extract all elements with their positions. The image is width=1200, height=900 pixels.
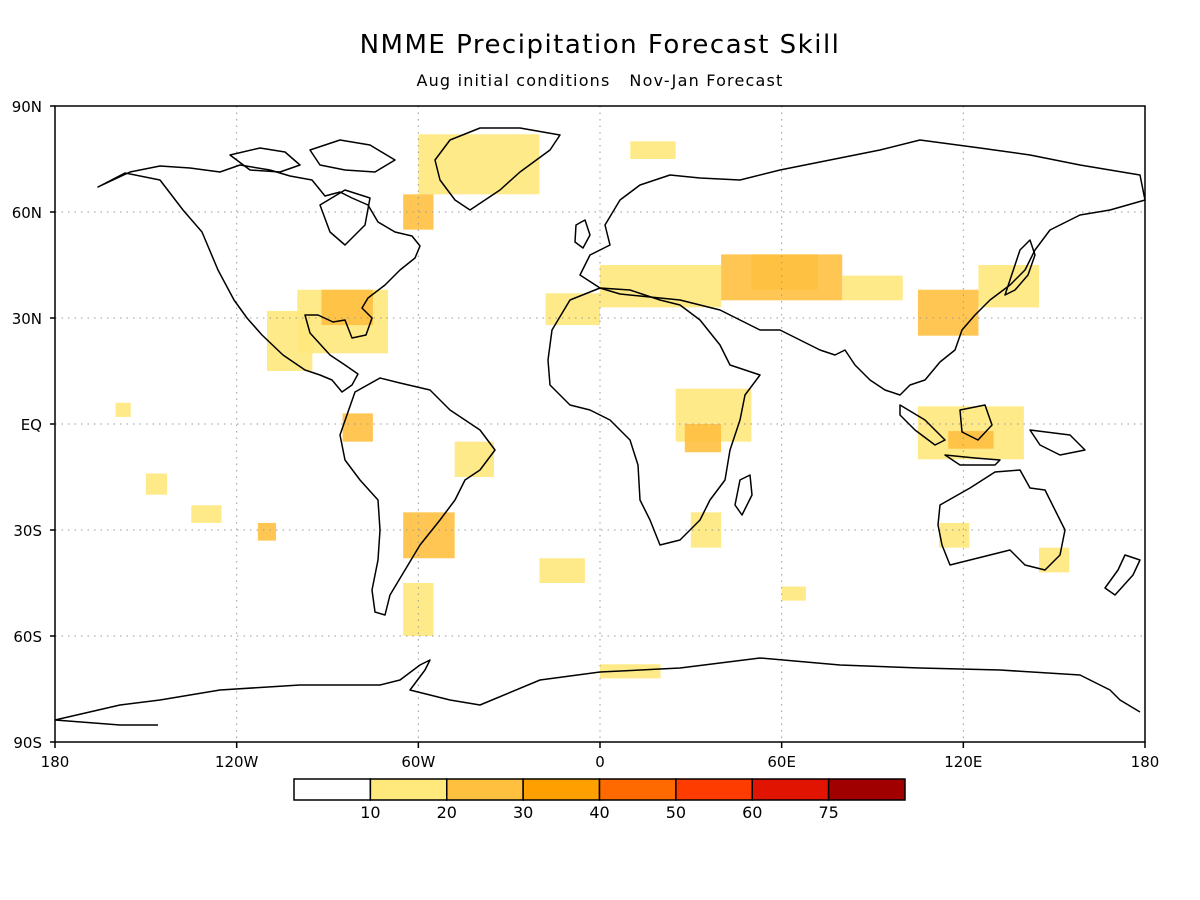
- coastline-australia: [937, 469, 1066, 571]
- coastline-indonesia-2: [944, 454, 1001, 466]
- skill-region-26: [600, 664, 661, 679]
- coastline-north-america: [97, 164, 421, 393]
- coastline-uk: [574, 219, 591, 249]
- colorbar-label: 30: [513, 803, 533, 822]
- skill-region-17: [842, 275, 903, 301]
- y-tick-label: 90S: [13, 734, 42, 752]
- y-tick-label: EQ: [21, 416, 42, 434]
- skill-region-14: [600, 265, 722, 308]
- coastline-canadian-arch-1: [229, 147, 301, 173]
- colorbar-label: 20: [437, 803, 457, 822]
- colorbar: 10 20 30 40 50 60 75: [293, 778, 906, 822]
- skill-region-30: [781, 586, 806, 601]
- coastline-borneo: [959, 404, 993, 441]
- x-tick-label: 180: [1131, 753, 1160, 771]
- y-tick-label: 60S: [13, 628, 42, 646]
- colorbar-swatch: [598, 778, 677, 801]
- coastline-japan: [1004, 239, 1036, 296]
- skill-region-8: [191, 505, 222, 523]
- skill-region-28: [939, 522, 970, 548]
- x-tick-label: 60W: [401, 753, 435, 771]
- skill-region-18: [917, 289, 979, 336]
- chart-title: NMME Precipitation Forecast Skill: [360, 30, 841, 60]
- colorbar-swatch: [675, 778, 753, 801]
- y-tick-label: 30S: [13, 522, 42, 540]
- y-tick-label: 90N: [12, 98, 42, 116]
- coastline-new-guinea: [1029, 429, 1086, 456]
- coastline-indonesia-1: [899, 404, 946, 446]
- colorbar-swatch: [293, 778, 372, 801]
- coastline-antarctica: [54, 657, 1141, 726]
- coastline-eurasia: [579, 139, 1146, 396]
- chart-subtitle: Aug initial conditions Nov-Jan Forecast: [416, 71, 783, 90]
- coastline-new-zealand: [1104, 554, 1141, 596]
- coastlines: [54, 127, 1146, 726]
- skill-region-5: [342, 413, 373, 442]
- y-tick-label: 60N: [12, 204, 42, 222]
- skill-region-23: [948, 431, 994, 449]
- colorbar-label: 40: [589, 803, 609, 822]
- y-axis-ticks: 90N 60N 30N EQ 30S 60S 90S: [12, 98, 55, 752]
- skill-region-7: [145, 473, 168, 495]
- colorbar-label: 75: [818, 803, 838, 822]
- skill-region-2: [266, 310, 313, 371]
- y-tick-label: 30N: [12, 310, 42, 328]
- x-axis-ticks: 180 120W 60W 0 60E 120E 180: [41, 742, 1160, 771]
- coastline-madagascar: [734, 474, 753, 516]
- skill-region-24: [630, 141, 676, 159]
- coastline-south-america: [339, 377, 496, 616]
- colorbar-label: 50: [666, 803, 686, 822]
- skill-region-3: [418, 134, 540, 195]
- colorbar-label: 60: [742, 803, 762, 822]
- skill-region-21: [684, 424, 722, 453]
- skill-region-25: [539, 558, 585, 583]
- colorbar-swatch: [446, 778, 524, 801]
- skill-region-13: [545, 293, 600, 326]
- colorbar-swatch: [522, 778, 601, 801]
- skill-shading-layer: [115, 134, 1070, 679]
- coastline-canadian-arch-3: [319, 189, 371, 246]
- skill-region-16: [751, 254, 818, 290]
- colorbar-swatch: [369, 778, 448, 801]
- colorbar-swatch: [751, 778, 830, 801]
- x-tick-label: 120W: [215, 753, 259, 771]
- x-tick-label: 0: [595, 753, 605, 771]
- colorbar-label: 10: [360, 803, 380, 822]
- skill-region-10: [403, 512, 455, 559]
- skill-region-6: [115, 402, 131, 417]
- coastline-canadian-arch-2: [309, 139, 396, 173]
- x-tick-label: 120E: [944, 753, 982, 771]
- x-tick-label: 180: [41, 753, 70, 771]
- skill-region-1: [321, 289, 373, 326]
- skill-region-9: [257, 522, 277, 541]
- coastline-greenland: [434, 127, 561, 211]
- coastline-africa-eurasia: [547, 287, 761, 546]
- x-tick-label: 60E: [767, 753, 796, 771]
- colorbar-swatch: [827, 778, 906, 801]
- skill-region-12: [403, 583, 434, 636]
